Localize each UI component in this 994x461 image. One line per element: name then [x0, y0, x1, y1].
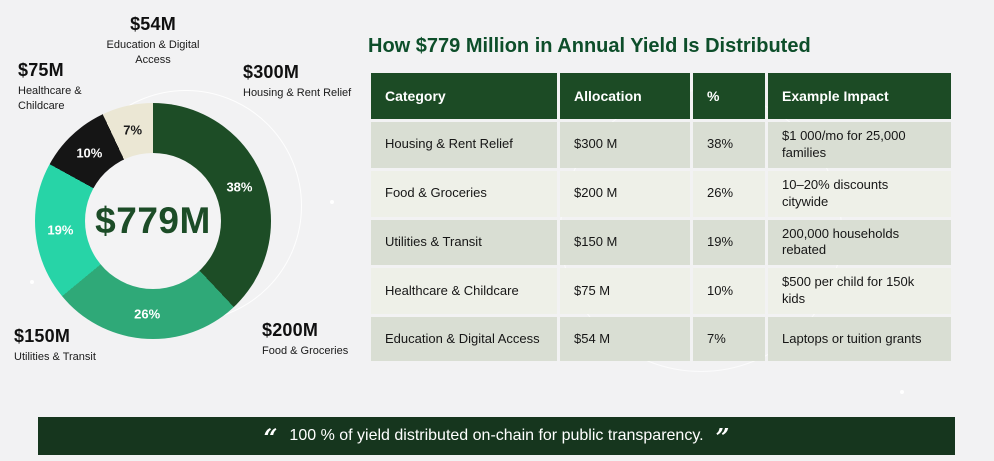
- donut-label-category: Housing & Rent Relief: [243, 87, 352, 99]
- table-cell: Education & Digital Access: [371, 317, 557, 362]
- distribution-table-wrapper: Category Allocation% Example Impact Housin…: [368, 70, 954, 364]
- donut-label-education: $54M Education & Digital Access: [88, 14, 218, 68]
- table-cell: Utilities & Transit: [371, 219, 557, 266]
- table-row: Utilities & Transit $150 M 19% 200,000 hous…: [371, 219, 951, 266]
- table-cell: 38%: [693, 122, 765, 168]
- table-cell: $300 M: [560, 122, 690, 168]
- table-cell: $54 M: [560, 317, 690, 362]
- column-header: Category: [371, 73, 557, 119]
- donut-chart: $779M 38% 26% 19% 10% 7%: [35, 103, 271, 339]
- table-cell: $75 M: [560, 268, 690, 315]
- table-cell: 19%: [693, 219, 765, 266]
- page-title: How $779 Million in Annual Yield Is Dist…: [368, 35, 811, 58]
- table-row: Food & Groceries $200 M 26% 10–20% discount…: [371, 170, 951, 217]
- donut-label-category: Food & Groceries: [262, 345, 349, 357]
- donut-percent-label: 10%: [76, 145, 103, 161]
- table-row: Education & Digital Access $54 M 7% Laptops…: [371, 317, 951, 362]
- table-cell: Housing & Rent Relief: [371, 122, 557, 168]
- table-cell: 200,000 households rebated: [768, 219, 951, 266]
- table-header-row: Category Allocation% Example Impact: [371, 73, 951, 119]
- donut-percent-label: 7%: [123, 122, 143, 138]
- donut-label-amount: $54M: [130, 14, 176, 34]
- close-quote-icon: ”: [715, 423, 730, 452]
- column-header: %: [693, 73, 765, 119]
- donut-label-healthcare: $75M Healthcare & Childcare: [18, 60, 118, 114]
- table-cell: Food & Groceries: [371, 170, 557, 217]
- decor-dot: [30, 280, 34, 284]
- table-cell: $150 M: [560, 219, 690, 266]
- distribution-table: Category Allocation% Example Impact Housin…: [368, 70, 954, 364]
- donut-center-value: $779M: [95, 200, 211, 241]
- donut-percent-label: 19%: [47, 222, 74, 238]
- table-cell: 10%: [693, 268, 765, 315]
- donut-label-utilities: $150M Utilities & Transit: [14, 326, 124, 365]
- column-header: Example Impact: [768, 73, 951, 119]
- donut-label-category: Utilities & Transit: [14, 351, 96, 363]
- table-cell: $1 000/mo for 25,000 families: [768, 122, 951, 168]
- table-cell: 26%: [693, 170, 765, 217]
- table-cell: 10–20% discounts citywide: [768, 170, 951, 217]
- donut-label-category: Education & Digital Access: [106, 39, 200, 66]
- table-cell: $500 per child for 150k kids: [768, 268, 951, 315]
- table-body: Housing & Rent Relief $300 M 38% $1 000/mo …: [371, 122, 951, 362]
- table-row: Housing & Rent Relief $300 M 38% $1 000/mo …: [371, 122, 951, 168]
- column-header: Allocation: [560, 73, 690, 119]
- table-cell: $200 M: [560, 170, 690, 217]
- donut-label-amount: $150M: [14, 326, 71, 346]
- table-header: Category Allocation% Example Impact: [371, 73, 951, 119]
- table-cell: 7%: [693, 317, 765, 362]
- donut-label-category: Healthcare & Childcare: [18, 85, 82, 112]
- donut-percent-label: 26%: [134, 306, 161, 322]
- donut-label-amount: $75M: [18, 60, 64, 80]
- donut-label-amount: $300M: [243, 62, 300, 82]
- donut-label-housing: $300M Housing & Rent Relief: [243, 62, 378, 101]
- donut-percent-label: 38%: [226, 179, 253, 195]
- footer-banner: “ 100 % of yield distributed on-chain fo…: [38, 417, 955, 455]
- footer-quote-text: 100 % of yield distributed on-chain for …: [289, 427, 704, 444]
- table-cell: Healthcare & Childcare: [371, 268, 557, 315]
- decor-dot: [900, 390, 904, 394]
- decor-dot: [330, 200, 334, 204]
- donut-label-food: $200M Food & Groceries: [262, 320, 372, 359]
- donut-label-amount: $200M: [262, 320, 319, 340]
- donut-hole: $779M: [85, 153, 221, 289]
- open-quote-icon: “: [263, 423, 278, 452]
- table-row: Healthcare & Childcare $75 M 10% $500 per c…: [371, 268, 951, 315]
- table-cell: Laptops or tuition grants: [768, 317, 951, 362]
